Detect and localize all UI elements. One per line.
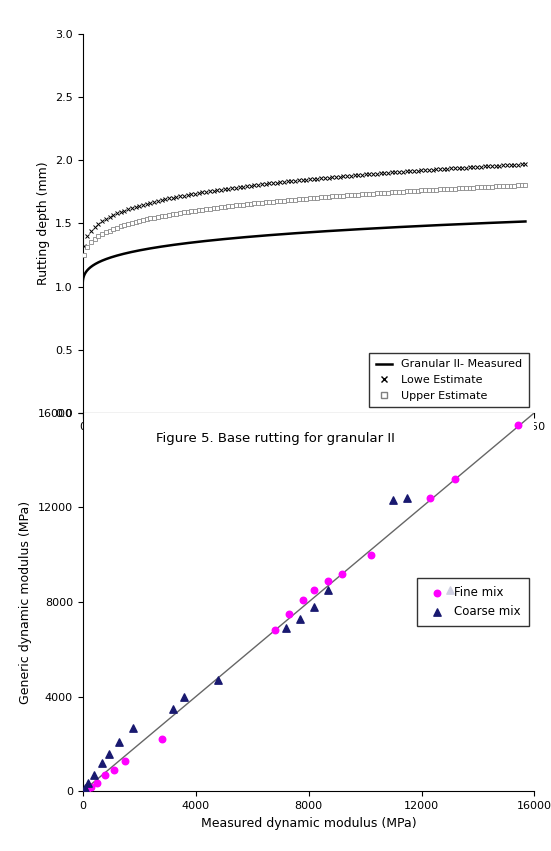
Coarse mix	[389, 494, 398, 507]
Coarse mix	[89, 768, 98, 782]
Coarse mix	[180, 690, 188, 704]
Coarse mix	[115, 735, 124, 749]
X-axis label: Measured dynamic modulus (MPa): Measured dynamic modulus (MPa)	[201, 817, 417, 830]
Coarse mix	[296, 612, 305, 625]
Fine mix	[451, 472, 460, 486]
Coarse mix	[403, 491, 412, 505]
Fine mix	[109, 763, 118, 777]
Fine mix	[425, 491, 434, 505]
Fine mix	[338, 567, 347, 580]
Fine mix	[366, 548, 375, 562]
Y-axis label: Generic dynamic modulus (MPa): Generic dynamic modulus (MPa)	[19, 500, 33, 704]
Fine mix	[87, 780, 95, 793]
Coarse mix	[445, 584, 454, 597]
Y-axis label: Rutting depth (mm): Rutting depth (mm)	[36, 162, 50, 285]
Legend: Granular II- Measured, Lowe Estimate, Upper Estimate: Granular II- Measured, Lowe Estimate, Up…	[369, 352, 529, 407]
Coarse mix	[105, 747, 114, 761]
Fine mix	[93, 776, 101, 790]
Coarse mix	[84, 776, 93, 790]
Coarse mix	[169, 702, 177, 716]
Fine mix	[270, 624, 279, 637]
Coarse mix	[129, 721, 138, 734]
Fine mix	[121, 754, 129, 768]
Fine mix	[158, 733, 166, 746]
Coarse mix	[310, 600, 318, 614]
Fine mix	[513, 418, 522, 431]
Fine mix	[284, 607, 293, 620]
Fine mix	[310, 584, 318, 597]
Legend: Fine mix, Coarse mix: Fine mix, Coarse mix	[417, 578, 528, 626]
Coarse mix	[214, 673, 223, 687]
Coarse mix	[81, 781, 90, 795]
Fine mix	[101, 768, 110, 782]
Coarse mix	[98, 757, 107, 770]
Coarse mix	[324, 584, 333, 597]
Fine mix	[83, 782, 91, 796]
Fine mix	[299, 593, 307, 607]
X-axis label: Pavement age (month): Pavement age (month)	[236, 438, 381, 451]
Coarse mix	[282, 621, 290, 635]
Text: Figure 5. Base rutting for granular II: Figure 5. Base rutting for granular II	[156, 431, 395, 445]
Fine mix	[324, 574, 333, 587]
